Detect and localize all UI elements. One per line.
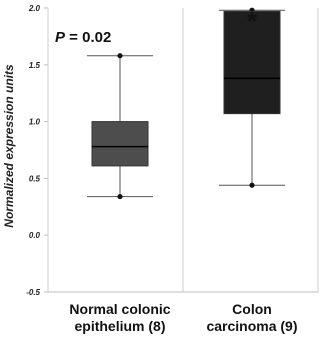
p-value-text: = 0.02 [65, 29, 111, 46]
significance-star: * [247, 6, 258, 36]
y-tick-label: -0.5 [26, 288, 40, 297]
category-label-line: Normal colonic [69, 301, 170, 317]
y-tick-label: 1.0 [29, 118, 41, 127]
category-label-line: Colon [232, 301, 272, 317]
min-point [249, 182, 255, 188]
category-label-line: epithelium (8) [74, 318, 165, 334]
iqr-box [223, 10, 281, 115]
category-label-line: carcinoma (9) [206, 318, 297, 334]
plot-frame [47, 8, 319, 293]
iqr-box [91, 121, 149, 167]
box-group [219, 7, 285, 188]
p-value-annotation: P = 0.02 [55, 29, 111, 46]
p-letter: P [55, 29, 66, 46]
y-axis-label: Normalized expression units [2, 64, 16, 228]
y-tick-label: 0.0 [29, 231, 41, 240]
y-tick-label: 2.0 [28, 4, 41, 13]
min-point [117, 193, 123, 200]
boxes [87, 7, 285, 200]
max-point [117, 53, 123, 59]
y-axis-ticks: 2.0 1.5 1.0 0.5 0.0 -0.5 [26, 4, 48, 297]
y-tick-label: 1.5 [29, 61, 41, 70]
y-tick-label: 0.5 [29, 174, 41, 183]
box-group [87, 53, 153, 200]
